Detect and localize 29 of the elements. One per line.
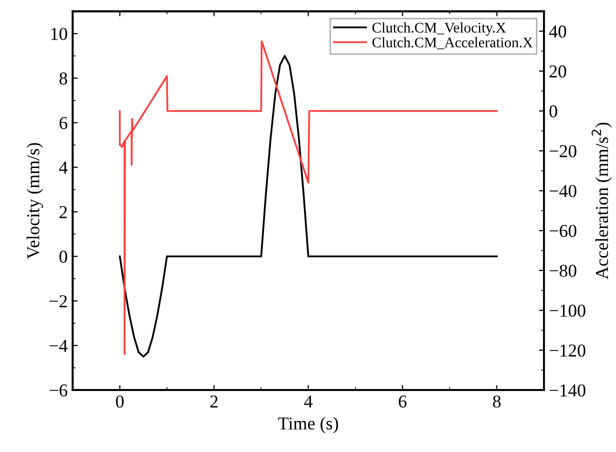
legend-label: Clutch.CM_Acceleration.X <box>372 37 533 50</box>
y-tick-label: 0 <box>59 250 68 263</box>
x-tick-label: 0 <box>116 395 124 408</box>
y2-tick-label: 0 <box>549 105 558 118</box>
y2-tick-label: −140 <box>550 384 586 397</box>
y2-tick-label: −20 <box>550 145 576 158</box>
y2-axis-title: Acceleration (mm/s$^{2}$) <box>592 122 612 280</box>
y-tick-label: 4 <box>59 162 68 174</box>
x-tick-label: 6 <box>398 396 407 408</box>
y2-tick-label: −120 <box>550 344 586 357</box>
y-tick-label: 2 <box>60 206 67 218</box>
y2-tick-label: −40 <box>550 184 576 198</box>
x-tick-label: 2 <box>210 396 218 408</box>
legend-label: Clutch.CM_Velocity.X <box>372 22 506 36</box>
y-tick-label: −2 <box>50 295 67 308</box>
x-axis-title: Time (s) <box>278 416 338 434</box>
y-tick-label: 8 <box>59 72 68 85</box>
y-tick-label: 10 <box>51 28 68 40</box>
y2-tick-label: −60 <box>550 224 576 238</box>
y2-tick-label: 40 <box>549 25 566 38</box>
y2-tick-label: −80 <box>550 264 576 277</box>
y-tick-label: 6 <box>60 117 68 130</box>
y2-tick-label: −100 <box>550 304 586 317</box>
y-tick-label: −4 <box>50 340 68 352</box>
y2-tick-label: 20 <box>550 65 566 78</box>
y-axis-title: Velocity (mm/s) <box>26 143 44 259</box>
x-tick-label: 8 <box>492 395 501 408</box>
x-tick-label: 4 <box>304 396 313 408</box>
y-tick-label: −6 <box>50 384 68 397</box>
